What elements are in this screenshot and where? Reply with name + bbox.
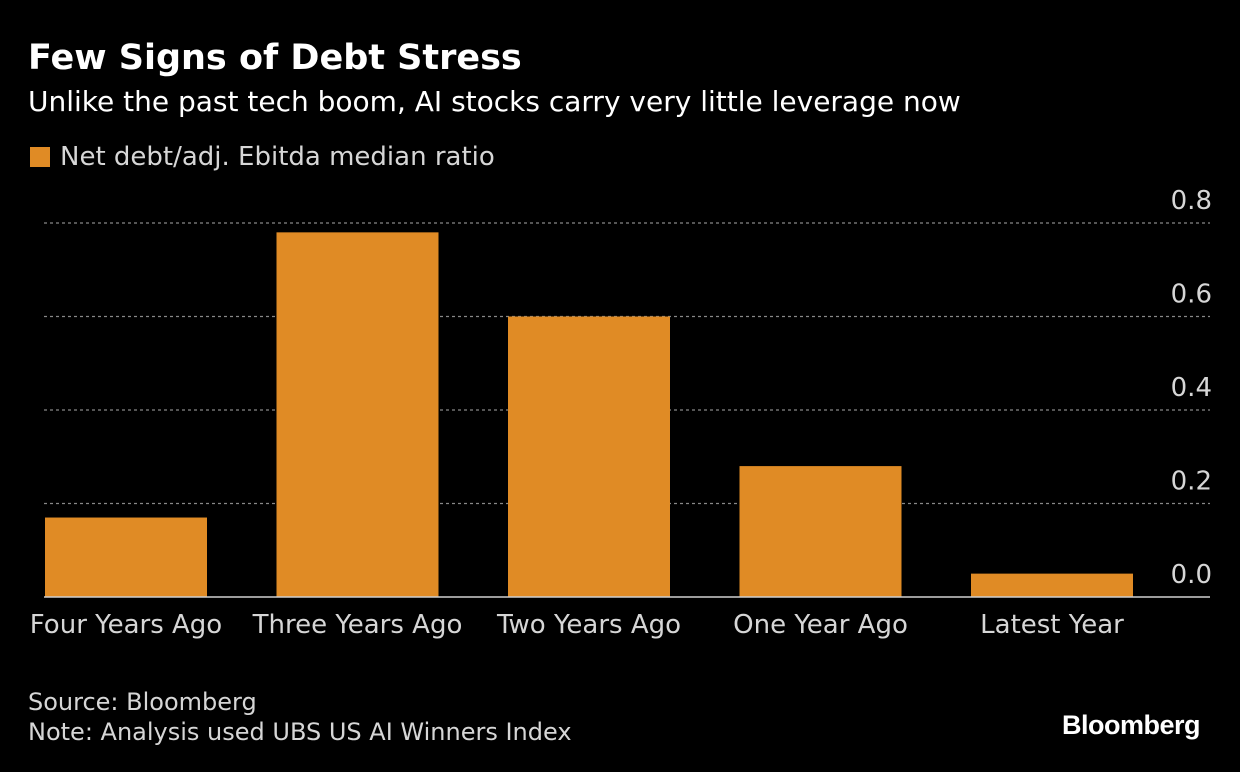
x-axis-ticks: Four Years Ago Three Years Ago Two Years A… (30, 610, 1124, 640)
y-tick-label: 0.2 (1171, 467, 1212, 497)
source-text: Source: Bloomberg (28, 688, 257, 716)
x-tick-label: Four Years Ago (30, 610, 222, 640)
y-tick-label: 0.8 (1171, 186, 1212, 216)
y-axis-ticks: 0.0 0.2 0.4 0.6 0.8 (1171, 186, 1212, 590)
bar-chart: 0.0 0.2 0.4 0.6 0.8 Four Years Ago Three Year… (30, 186, 1212, 640)
x-tick-label: Latest Year (980, 610, 1124, 640)
chart-title: Few Signs of Debt Stress (28, 38, 522, 78)
y-tick-label: 0.4 (1171, 373, 1212, 403)
x-tick-label: Three Years Ago (252, 610, 463, 640)
note-text: Note: Analysis used UBS US AI Winners In… (28, 718, 572, 746)
bar-latest-year (971, 573, 1133, 597)
bars (45, 232, 1133, 597)
x-tick-label: Two Years Ago (496, 610, 681, 640)
y-tick-label: 0.0 (1171, 560, 1212, 590)
y-tick-label: 0.6 (1171, 280, 1212, 310)
bar-four-years-ago (45, 517, 207, 597)
legend: Net debt/adj. Ebitda median ratio (30, 142, 495, 172)
chart-subtitle: Unlike the past tech boom, AI stocks car… (28, 85, 961, 118)
legend-label: Net debt/adj. Ebitda median ratio (60, 142, 495, 172)
bar-one-year-ago (739, 466, 902, 597)
bar-three-years-ago (276, 232, 439, 597)
legend-swatch (30, 147, 50, 167)
bloomberg-logo: Bloomberg (1061, 710, 1201, 740)
bar-two-years-ago (508, 316, 670, 597)
x-tick-label: One Year Ago (733, 610, 908, 640)
